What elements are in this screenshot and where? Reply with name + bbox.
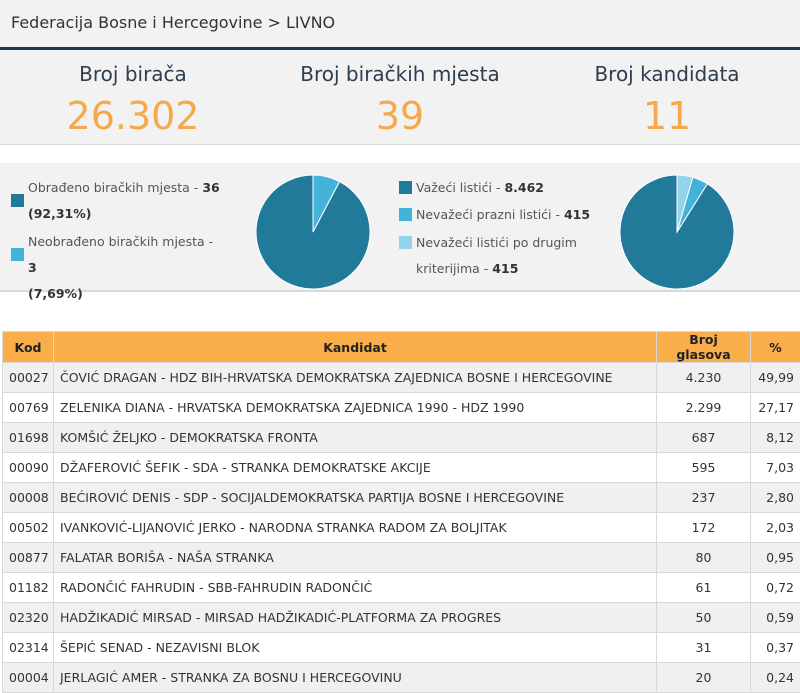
cell-votes: 80 (657, 543, 751, 573)
cell-code: 00090 (3, 453, 54, 483)
cell-code: 00877 (3, 543, 54, 573)
cell-candidate: BEĆIROVIĆ DENIS - SDP - SOCIJALDEMOKRATS… (54, 483, 657, 513)
column-header-code[interactable]: Kod (3, 332, 54, 363)
cell-percent: 0,72 (751, 573, 800, 603)
cell-percent: 8,12 (751, 423, 800, 453)
cell-candidate: HADŽIKADIĆ MIRSAD - MIRSAD HADŽIKADIĆ-PL… (54, 603, 657, 633)
column-header-percent[interactable]: % (751, 332, 800, 363)
cell-percent: 0,95 (751, 543, 800, 573)
cell-votes: 61 (657, 573, 751, 603)
stations-pie-chart (255, 174, 371, 290)
column-header-votes[interactable]: Broj glasova (657, 332, 751, 363)
cell-votes: 50 (657, 603, 751, 633)
legend-swatch (399, 236, 412, 249)
summary-panel: Obrađeno biračkih mjesta - 36 (92,31%) N… (0, 163, 800, 292)
cell-votes: 687 (657, 423, 751, 453)
cell-percent: 0,59 (751, 603, 800, 633)
stat-label: Broj birača (0, 62, 266, 86)
cell-candidate: DŽAFEROVIĆ ŠEFIK - SDA - STRANKA DEMOKRA… (54, 453, 657, 483)
cell-candidate: ŠEPIĆ SENAD - NEZAVISNI BLOK (54, 633, 657, 663)
legend-swatch (399, 208, 412, 221)
cell-code: 02314 (3, 633, 54, 663)
legend-swatch (399, 181, 412, 194)
cell-votes: 4.230 (657, 363, 751, 393)
cell-code: 00769 (3, 393, 54, 423)
cell-votes: 237 (657, 483, 751, 513)
cell-code: 01182 (3, 573, 54, 603)
stat-value: 11 (534, 94, 800, 138)
cell-code: 00027 (3, 363, 54, 393)
stat-value: 26.302 (0, 94, 266, 138)
stat-value: 39 (267, 94, 533, 138)
cell-candidate: RADONČIĆ FAHRUDIN - SBB-FAHRUDIN RADONČI… (54, 573, 657, 603)
cell-percent: 2,03 (751, 513, 800, 543)
stat-label: Broj biračkih mjesta (267, 62, 533, 86)
cell-votes: 20 (657, 663, 751, 693)
cell-candidate: KOMŠIĆ ŽELJKO - DEMOKRATSKA FRONTA (54, 423, 657, 453)
ballots-pie-chart (619, 174, 735, 290)
cell-candidate: FALATAR BORIŠA - NAŠA STRANKA (54, 543, 657, 573)
cell-code: 02320 (3, 603, 54, 633)
cell-votes: 2.299 (657, 393, 751, 423)
cell-percent: 27,17 (751, 393, 800, 423)
cell-code: 00502 (3, 513, 54, 543)
cell-percent: 49,99 (751, 363, 800, 393)
breadcrumb[interactable]: Federacija Bosne i Hercegovine > LIVNO (11, 13, 335, 32)
cell-code: 01698 (3, 423, 54, 453)
table-header-row: Kod Kandidat Broj glasova % (3, 332, 800, 363)
cell-candidate: IVANKOVIĆ-LIJANOVIĆ JERKO - NARODNA STRA… (54, 513, 657, 543)
cell-votes: 172 (657, 513, 751, 543)
cell-percent: 2,80 (751, 483, 800, 513)
cell-candidate: ČOVIĆ DRAGAN - HDZ BIH-HRVATSKA DEMOKRAT… (54, 363, 657, 393)
legend-swatch (11, 248, 24, 261)
cell-percent: 7,03 (751, 453, 800, 483)
cell-candidate: ZELENIKA DIANA - HRVATSKA DEMOKRATSKA ZA… (54, 393, 657, 423)
stat-label: Broj kandidata (534, 62, 800, 86)
cell-code: 00004 (3, 663, 54, 693)
cell-candidate: JERLAGIĆ AMER - STRANKA ZA BOSNU I HERCE… (54, 663, 657, 693)
column-header-candidate[interactable]: Kandidat (54, 332, 657, 363)
cell-votes: 595 (657, 453, 751, 483)
stats-panel: Broj birača 26.302 Broj biračkih mjesta … (0, 50, 800, 145)
cell-code: 00008 (3, 483, 54, 513)
cell-votes: 31 (657, 633, 751, 663)
breadcrumb-bar: Federacija Bosne i Hercegovine > LIVNO (0, 0, 800, 50)
cell-percent: 0,37 (751, 633, 800, 663)
cell-percent: 0,24 (751, 663, 800, 693)
legend-swatch (11, 194, 24, 207)
